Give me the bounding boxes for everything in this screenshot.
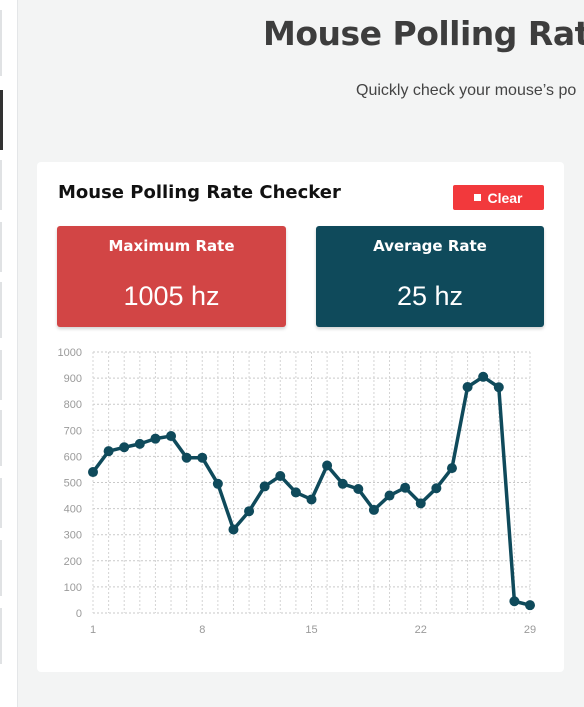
data-point — [462, 381, 473, 392]
series-line — [91, 375, 531, 607]
data-point — [134, 438, 145, 449]
sidebar-tab[interactable] — [0, 410, 2, 466]
data-point — [212, 478, 223, 489]
y-tick-label: 0 — [76, 608, 82, 620]
data-point — [509, 596, 520, 607]
checker-card: Mouse Polling Rate Checker Clear Maximum… — [37, 162, 564, 672]
data-point — [384, 490, 395, 501]
data-point — [493, 382, 504, 393]
data-point — [478, 371, 489, 382]
data-point — [103, 446, 114, 457]
data-point — [337, 478, 348, 489]
data-point — [525, 600, 535, 611]
average-rate-panel: Average Rate 25 hz — [316, 226, 544, 327]
sidebar-tab[interactable] — [0, 160, 2, 210]
data-point — [400, 482, 411, 493]
data-point — [150, 433, 161, 444]
clear-label: Clear — [487, 189, 523, 206]
x-tick-label: 8 — [199, 624, 205, 636]
sidebar — [0, 0, 18, 707]
sidebar-tab[interactable] — [0, 540, 2, 596]
data-point — [197, 452, 208, 463]
data-point — [275, 470, 286, 481]
data-point — [88, 467, 98, 478]
data-point — [290, 487, 301, 498]
y-tick-label: 300 — [64, 530, 82, 542]
y-tick-label: 100 — [64, 582, 82, 594]
y-tick-label: 600 — [64, 451, 82, 463]
clear-button[interactable]: Clear — [453, 185, 544, 210]
sidebar-tab[interactable] — [0, 478, 2, 528]
maximum-rate-label: Maximum Rate — [108, 237, 235, 255]
data-point — [368, 504, 379, 515]
y-tick-label: 200 — [64, 556, 82, 568]
data-point — [415, 498, 426, 509]
data-point — [181, 452, 192, 463]
y-tick-label: 1000 — [58, 347, 82, 359]
x-tick-label: 29 — [524, 624, 536, 636]
y-tick-label: 500 — [64, 478, 82, 490]
x-tick-label: 22 — [415, 624, 427, 636]
data-point — [166, 431, 177, 442]
data-point — [353, 484, 364, 495]
y-tick-label: 900 — [64, 373, 82, 385]
data-point — [446, 463, 457, 474]
average-rate-value: 25 hz — [396, 281, 464, 311]
data-point — [228, 524, 239, 535]
sidebar-tab[interactable] — [0, 350, 2, 400]
data-point — [259, 481, 270, 492]
y-tick-label: 800 — [64, 399, 82, 411]
sidebar-tab[interactable] — [0, 222, 2, 272]
maximum-rate-panel: Maximum Rate 1005 hz — [57, 226, 286, 327]
polling-rate-chart: 0 100 200 300 400 500 600 700 800 900 1000 1 8 15 22 29 — [58, 347, 537, 636]
stop-square-icon — [474, 194, 482, 201]
sidebar-tab[interactable] — [0, 282, 2, 338]
data-point — [119, 442, 130, 453]
y-tick-label: 400 — [64, 504, 82, 516]
sidebar-tab[interactable] — [0, 608, 2, 664]
page-subtitle: Quickly check your mouse’s po — [356, 82, 577, 99]
sidebar-tab-active[interactable] — [0, 90, 3, 150]
x-tick-label: 15 — [305, 624, 317, 636]
average-rate-label: Average Rate — [373, 237, 487, 255]
data-point — [306, 494, 317, 505]
maximum-rate-value: 1005 hz — [123, 281, 220, 311]
x-tick-label: 1 — [90, 624, 96, 636]
page-title: Mouse Polling Rate — [263, 14, 584, 53]
data-point — [431, 483, 442, 494]
data-point — [322, 460, 333, 471]
data-point — [244, 506, 255, 517]
y-tick-label: 700 — [64, 425, 82, 437]
card-title: Mouse Polling Rate Checker — [58, 182, 341, 203]
sidebar-tab[interactable] — [0, 10, 2, 76]
